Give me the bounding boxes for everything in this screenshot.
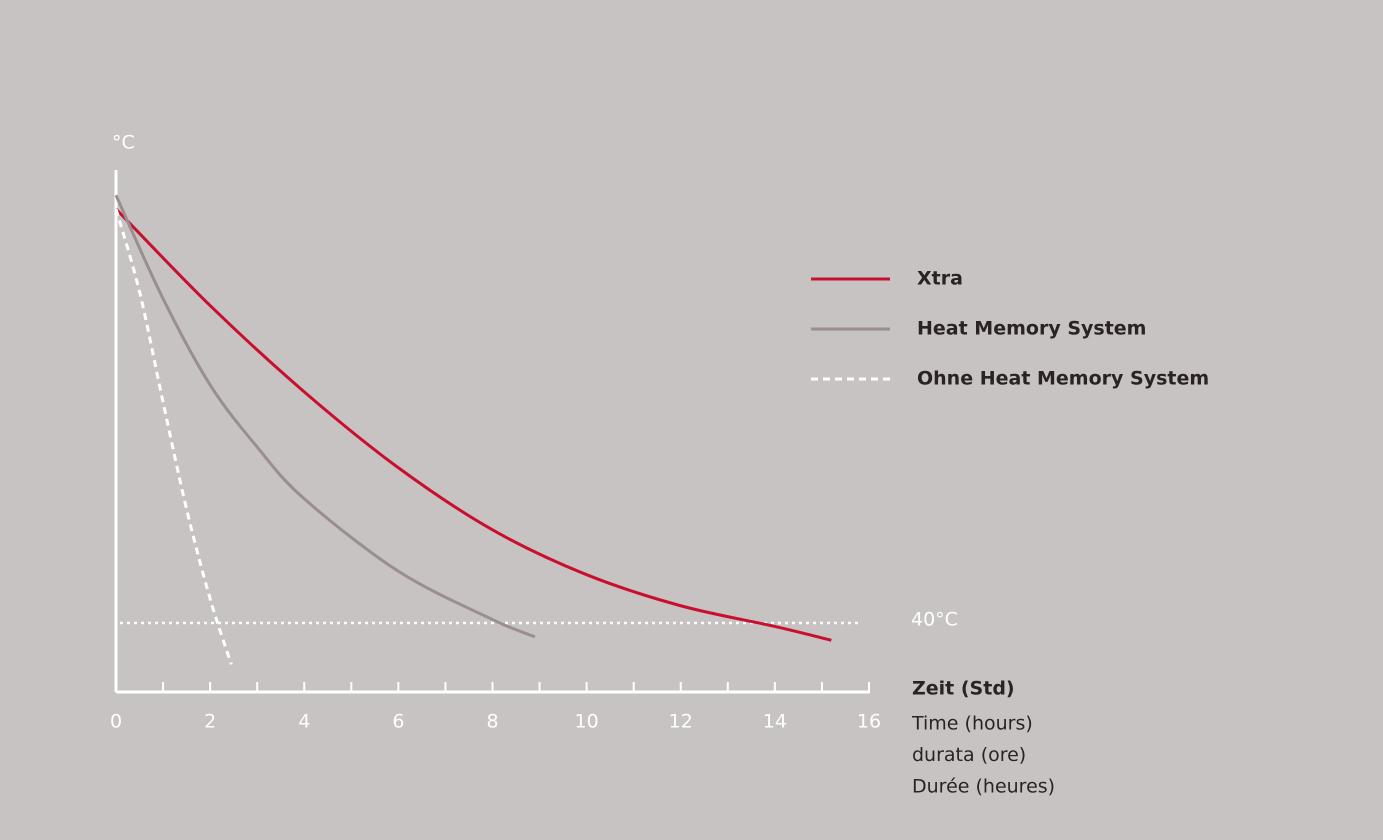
x-tick-label: 12 <box>669 711 693 733</box>
series-line <box>114 207 832 642</box>
series-line <box>114 208 233 665</box>
x-axis-label-line: Time (hours) <box>911 713 1033 735</box>
x-tick-label: 10 <box>575 711 599 733</box>
x-axis-label-line: durata (ore) <box>912 744 1026 766</box>
x-tick-label: 16 <box>857 711 881 733</box>
x-tick-label: 6 <box>392 711 404 733</box>
x-axis-label-line: Durée (heures) <box>912 776 1055 798</box>
y-axis-label: °C <box>112 132 135 154</box>
series-line <box>114 194 536 639</box>
x-tick-label: 8 <box>486 711 498 733</box>
x-tick-label: 0 <box>110 711 122 733</box>
legend-label: Ohne Heat Memory System <box>917 368 1209 390</box>
x-tick-label: 14 <box>763 711 787 733</box>
x-tick-label: 4 <box>298 711 310 733</box>
x-tick-label: 2 <box>204 711 216 733</box>
legend-label: Heat Memory System <box>917 318 1146 340</box>
legend-label: Xtra <box>917 268 963 290</box>
x-axis-label: Zeit (Std) <box>912 678 1015 700</box>
reference-label: 40°C <box>911 609 958 631</box>
